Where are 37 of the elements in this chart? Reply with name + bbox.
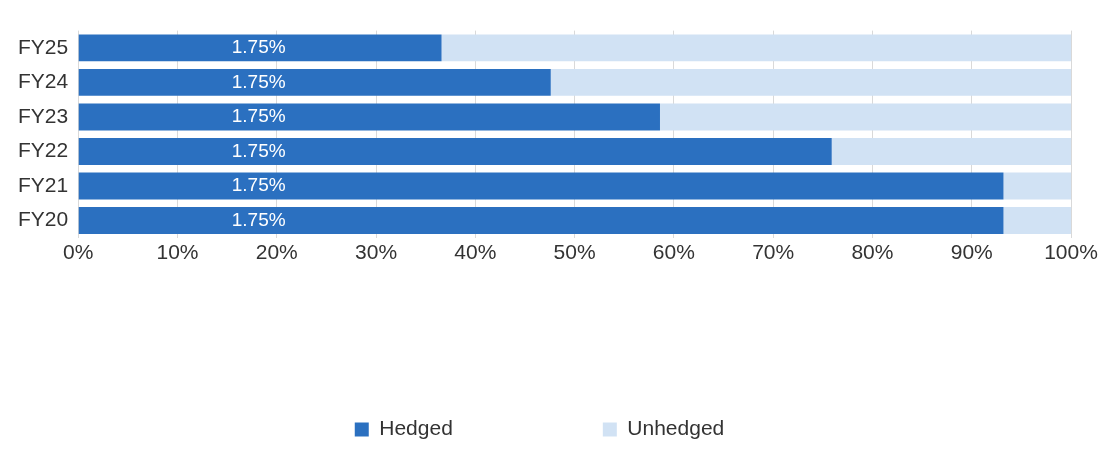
annotation: 1.75% <box>231 70 286 92</box>
bar <box>78 68 551 96</box>
annotation: 1.75% <box>231 139 286 161</box>
y-tick-label: FY21 <box>17 172 69 196</box>
legend-label: Unhedged <box>627 416 725 440</box>
x-tick-label: 50% <box>553 240 596 264</box>
annotation: 1.75% <box>231 105 286 127</box>
bar <box>78 138 832 165</box>
bar <box>78 34 442 62</box>
x-tick-label: 20% <box>255 240 298 264</box>
legend-label: Hedged <box>379 416 453 440</box>
x-tick-label: 80% <box>851 240 894 264</box>
y-tick-label: FY24 <box>17 69 69 93</box>
bar <box>659 103 1071 131</box>
x-tick-label: 0% <box>63 240 94 264</box>
bar <box>550 68 1071 96</box>
x-tick-label: 100% <box>1044 240 1098 264</box>
y-tick-label: FY20 <box>17 207 69 231</box>
annotation: 1.75% <box>231 208 286 230</box>
x-tick-label: 90% <box>950 240 993 264</box>
x-tick-label: 60% <box>652 240 695 264</box>
y-tick-label: FY22 <box>17 138 69 162</box>
x-tick-label: 40% <box>454 240 497 264</box>
bar <box>78 172 1004 200</box>
bar <box>78 103 660 131</box>
y-tick-label: FY23 <box>17 103 69 127</box>
bar <box>441 34 1071 62</box>
x-tick-label: 10% <box>156 240 199 264</box>
x-tick-label: 70% <box>752 240 795 264</box>
bar <box>1003 207 1071 234</box>
bar <box>1003 172 1071 200</box>
bar <box>78 207 1004 234</box>
bar <box>831 138 1071 165</box>
annotation: 1.75% <box>231 174 286 196</box>
annotation: 1.75% <box>231 36 286 58</box>
x-tick-label: 30% <box>355 240 398 264</box>
y-tick-label: FY25 <box>17 34 69 58</box>
